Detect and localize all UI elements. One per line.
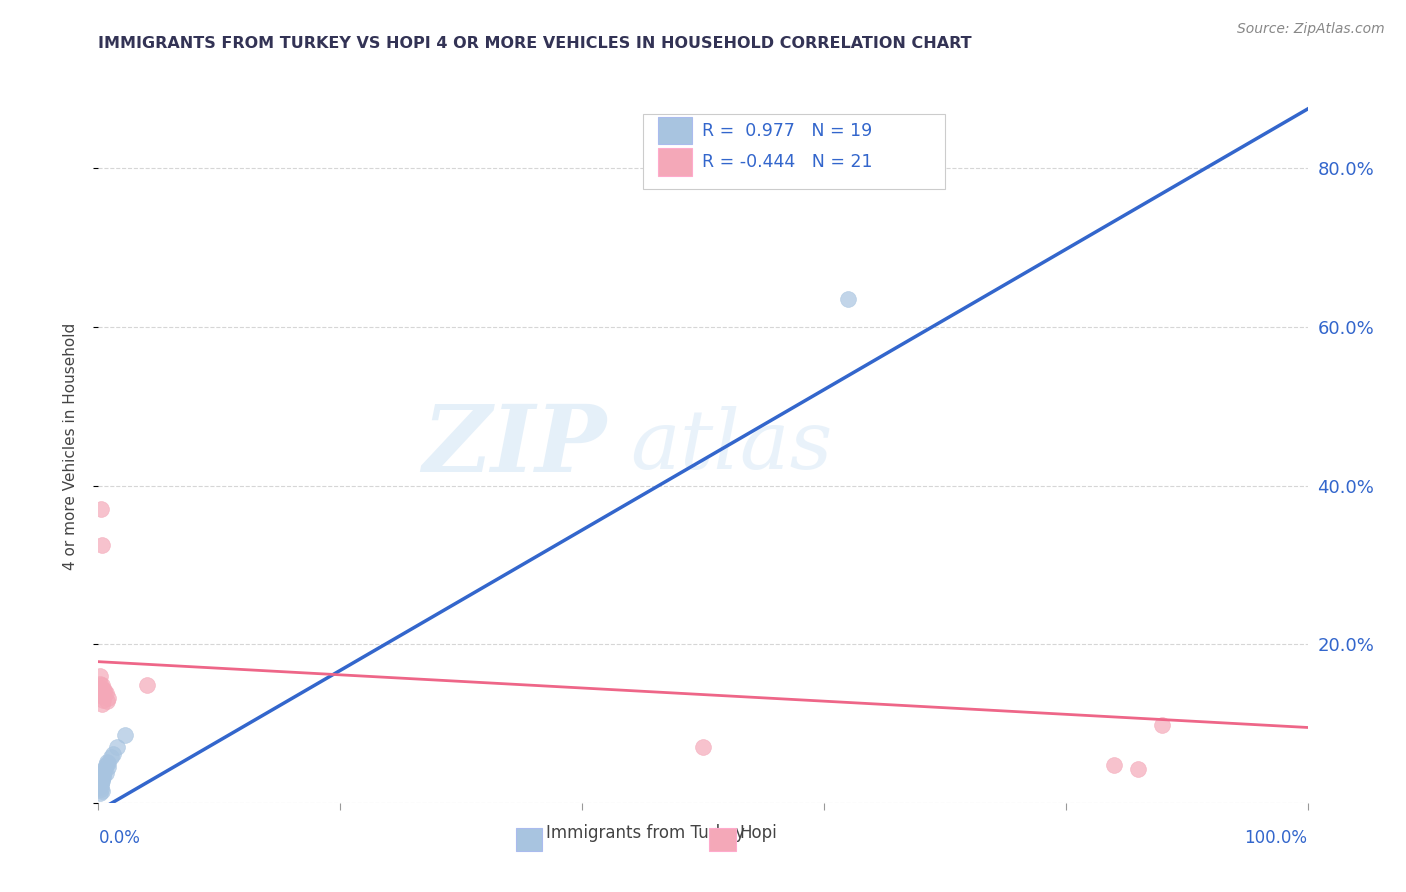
Point	[90, 681, 112, 695]
Point	[94, 757, 117, 772]
Point	[101, 747, 124, 761]
Point	[1128, 763, 1150, 777]
Point	[90, 781, 112, 796]
Point	[90, 502, 112, 516]
Point	[89, 786, 111, 800]
Text: Hopi: Hopi	[740, 824, 778, 842]
Y-axis label: 4 or more Vehicles in Household: 4 or more Vehicles in Household	[63, 322, 77, 570]
Text: R =  0.977   N = 19: R = 0.977 N = 19	[702, 121, 872, 139]
Text: atlas: atlas	[630, 406, 832, 486]
Point	[91, 784, 114, 798]
Text: ZIP: ZIP	[422, 401, 606, 491]
Point	[1102, 757, 1125, 772]
Point	[90, 776, 112, 790]
Point	[94, 686, 117, 700]
Point	[93, 683, 115, 698]
Point	[100, 749, 122, 764]
Point	[91, 768, 114, 782]
Text: IMMIGRANTS FROM TURKEY VS HOPI 4 OR MORE VEHICLES IN HOUSEHOLD CORRELATION CHART: IMMIGRANTS FROM TURKEY VS HOPI 4 OR MORE…	[98, 36, 972, 51]
Text: 100.0%: 100.0%	[1244, 829, 1308, 847]
Point	[97, 691, 120, 706]
Point	[91, 692, 114, 706]
Text: R = -0.444   N = 21: R = -0.444 N = 21	[702, 153, 872, 171]
Point	[114, 728, 136, 742]
Point	[91, 772, 114, 786]
Point	[89, 677, 111, 691]
Point	[91, 697, 114, 711]
Point	[89, 669, 111, 683]
Point	[91, 773, 114, 788]
Point	[105, 740, 128, 755]
Point	[89, 780, 111, 794]
Point	[94, 765, 117, 780]
Point	[93, 763, 115, 777]
Point	[91, 688, 114, 702]
FancyBboxPatch shape	[658, 117, 692, 145]
Text: Source: ZipAtlas.com: Source: ZipAtlas.com	[1237, 22, 1385, 37]
Point	[91, 689, 114, 703]
FancyBboxPatch shape	[643, 114, 945, 189]
Point	[91, 683, 114, 698]
Point	[97, 756, 120, 771]
Point	[91, 678, 114, 692]
Point	[91, 538, 114, 552]
Point	[93, 685, 115, 699]
Point	[1152, 718, 1174, 732]
FancyBboxPatch shape	[516, 829, 543, 851]
Point	[837, 293, 859, 307]
Point	[91, 770, 114, 784]
FancyBboxPatch shape	[658, 148, 692, 176]
Text: 0.0%: 0.0%	[98, 829, 141, 847]
Point	[90, 778, 112, 792]
Point	[135, 678, 157, 692]
Point	[692, 740, 714, 755]
Point	[91, 771, 114, 785]
Text: Immigrants from Turkey: Immigrants from Turkey	[546, 824, 745, 842]
Point	[91, 765, 114, 780]
Point	[97, 760, 120, 774]
Point	[96, 694, 118, 708]
FancyBboxPatch shape	[709, 829, 735, 851]
Point	[93, 764, 115, 778]
Point	[96, 755, 118, 769]
